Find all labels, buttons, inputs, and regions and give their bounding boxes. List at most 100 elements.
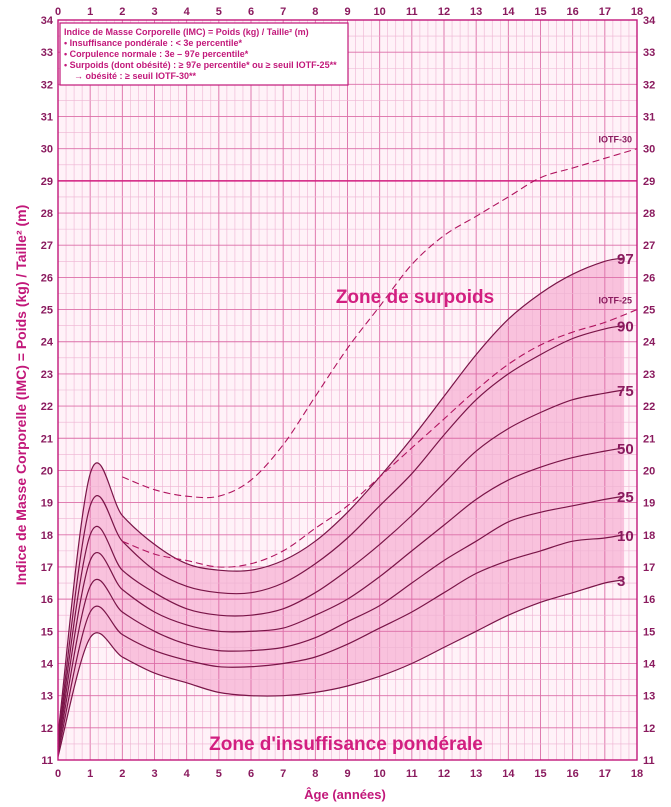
x-tick-label-top: 14 <box>502 6 515 18</box>
series-label-iotf-25: IOTF-25 <box>598 296 632 306</box>
x-tick-label-bottom: 5 <box>216 768 222 780</box>
y-tick-label-left: 21 <box>41 433 53 445</box>
x-ticks-top: 0 1 2 3 4 5 6 7 8 9 10 11 12 13 14 15 16 17 18 <box>55 6 643 18</box>
legend-line-5: → obésité : ≥ seuil IOTF-30** <box>74 71 196 81</box>
zone-surpoids-label: Zone de surpoids <box>336 287 494 308</box>
legend-box: Indice de Masse Corporelle (IMC) = Poids… <box>59 22 349 86</box>
series-line-iotf-25 <box>122 309 638 568</box>
x-tick-label-top: 16 <box>567 6 579 18</box>
y-tick-label-right: 29 <box>643 176 655 188</box>
y-tick-label-left: 11 <box>41 755 53 767</box>
y-tick-label-left: 13 <box>41 691 53 703</box>
y-tick-label-right: 12 <box>643 723 655 735</box>
y-tick-label-left: 24 <box>41 337 54 349</box>
y-tick-label-left: 27 <box>41 240 53 252</box>
y-tick-label-left: 17 <box>41 562 53 574</box>
y-tick-label-right: 31 <box>643 112 655 124</box>
x-tick-label-top: 10 <box>374 6 386 18</box>
x-tick-label-bottom: 9 <box>344 768 350 780</box>
y-tick-label-left: 25 <box>41 305 53 317</box>
y-tick-label-right: 16 <box>643 594 655 606</box>
y-tick-label-right: 18 <box>643 530 655 542</box>
y-tick-label-right: 19 <box>643 498 655 510</box>
y-tick-label-left: 19 <box>41 498 53 510</box>
legend-line-1: Indice de Masse Corporelle (IMC) = Poids… <box>64 27 309 37</box>
y-ticks-left: 11 12 13 14 15 16 17 18 19 20 21 22 23 24 25 26 27 28 29 30… <box>41 15 54 767</box>
series-label-97: 97 <box>617 251 634 268</box>
x-tick-label-bottom: 14 <box>502 768 515 780</box>
series-line-50 <box>57 447 625 748</box>
series-label-50: 50 <box>617 441 634 458</box>
y-tick-label-left: 20 <box>41 465 53 477</box>
plot-border <box>57 19 638 761</box>
x-tick-label-bottom: 16 <box>567 768 579 780</box>
x-tick-label-bottom: 10 <box>374 768 386 780</box>
y-tick-label-right: 15 <box>643 626 655 638</box>
series-line-25 <box>57 495 625 751</box>
y-tick-label-right: 22 <box>643 401 655 413</box>
y-tick-label-left: 31 <box>41 112 53 124</box>
series-line-3 <box>57 579 625 757</box>
y-tick-label-left: 26 <box>41 272 53 284</box>
y-tick-label-left: 29 <box>41 176 53 188</box>
x-tick-label-top: 5 <box>216 6 222 18</box>
y-tick-label-right: 17 <box>643 562 655 574</box>
y-ticks-right: 11 12 13 14 15 16 17 18 19 20 21 22 23 24 25 26 27 28 29 30… <box>643 15 656 767</box>
y-tick-label-left: 14 <box>41 658 54 670</box>
y-tick-label-left: 16 <box>41 594 53 606</box>
x-tick-label-top: 0 <box>55 6 61 18</box>
y-tick-label-left: 33 <box>41 47 53 59</box>
y-tick-label-left: 22 <box>41 401 53 413</box>
percentile-curves <box>57 148 638 757</box>
x-tick-label-top: 11 <box>406 6 418 18</box>
legend-line-3: • Corpulence normale : 3e – 97e percenti… <box>64 49 249 59</box>
series-label-iotf-30: IOTF-30 <box>598 135 632 145</box>
y-tick-label-right: 32 <box>643 79 655 91</box>
series-line-97 <box>57 257 625 735</box>
y-tick-label-left: 34 <box>41 15 54 27</box>
x-tick-label-bottom: 2 <box>119 768 125 780</box>
legend-line-2: • Insuffisance pondérale : < 3e percenti… <box>64 38 242 48</box>
series-labels: 97 90 75 50 25 10 3 IOTF-30 IOTF-25 <box>598 135 633 590</box>
y-axis-title: Indice de Masse Corporelle (IMC) = Poids… <box>13 205 29 586</box>
x-tick-label-top: 6 <box>248 6 254 18</box>
y-tick-label-right: 30 <box>643 144 655 156</box>
y-tick-label-left: 15 <box>41 626 53 638</box>
x-tick-label-top: 4 <box>184 6 191 18</box>
x-tick-label-bottom: 15 <box>534 768 546 780</box>
x-tick-label-bottom: 18 <box>631 768 643 780</box>
legend-line-4: • Surpoids (dont obésité) : ≥ 97e percen… <box>64 60 337 70</box>
y-tick-label-right: 25 <box>643 305 655 317</box>
x-tick-label-top: 15 <box>534 6 546 18</box>
y-tick-label-right: 34 <box>643 15 656 27</box>
x-tick-label-top: 18 <box>631 6 643 18</box>
x-tick-label-top: 3 <box>151 6 157 18</box>
x-ticks-bottom: 0 1 2 3 4 5 6 7 8 9 10 11 12 13 14 15 16 17 18 <box>55 768 643 780</box>
x-tick-label-top: 17 <box>599 6 611 18</box>
x-tick-label-top: 1 <box>87 6 93 18</box>
y-tick-label-left: 18 <box>41 530 53 542</box>
y-tick-label-left: 12 <box>41 723 53 735</box>
x-tick-label-bottom: 3 <box>151 768 157 780</box>
series-line-75 <box>57 389 625 744</box>
plot-frame <box>57 19 638 761</box>
y-tick-label-right: 27 <box>643 240 655 252</box>
x-tick-label-bottom: 11 <box>406 768 418 780</box>
x-tick-label-bottom: 17 <box>599 768 611 780</box>
zone-insuffisance-label: Zone d'insuffisance pondérale <box>209 734 483 755</box>
x-tick-label-top: 2 <box>119 6 125 18</box>
y-tick-label-right: 14 <box>643 658 656 670</box>
y-tick-label-left: 30 <box>41 144 53 156</box>
series-label-3: 3 <box>617 573 625 590</box>
y-tick-label-left: 23 <box>41 369 53 381</box>
series-label-90: 90 <box>617 319 634 336</box>
x-tick-label-top: 13 <box>470 6 482 18</box>
x-tick-label-bottom: 1 <box>87 768 93 780</box>
x-tick-label-bottom: 12 <box>438 768 450 780</box>
y-tick-label-right: 24 <box>643 337 656 349</box>
x-tick-label-bottom: 4 <box>184 768 191 780</box>
y-tick-label-right: 13 <box>643 691 655 703</box>
y-tick-label-left: 32 <box>41 79 53 91</box>
legend-frame <box>59 22 349 86</box>
